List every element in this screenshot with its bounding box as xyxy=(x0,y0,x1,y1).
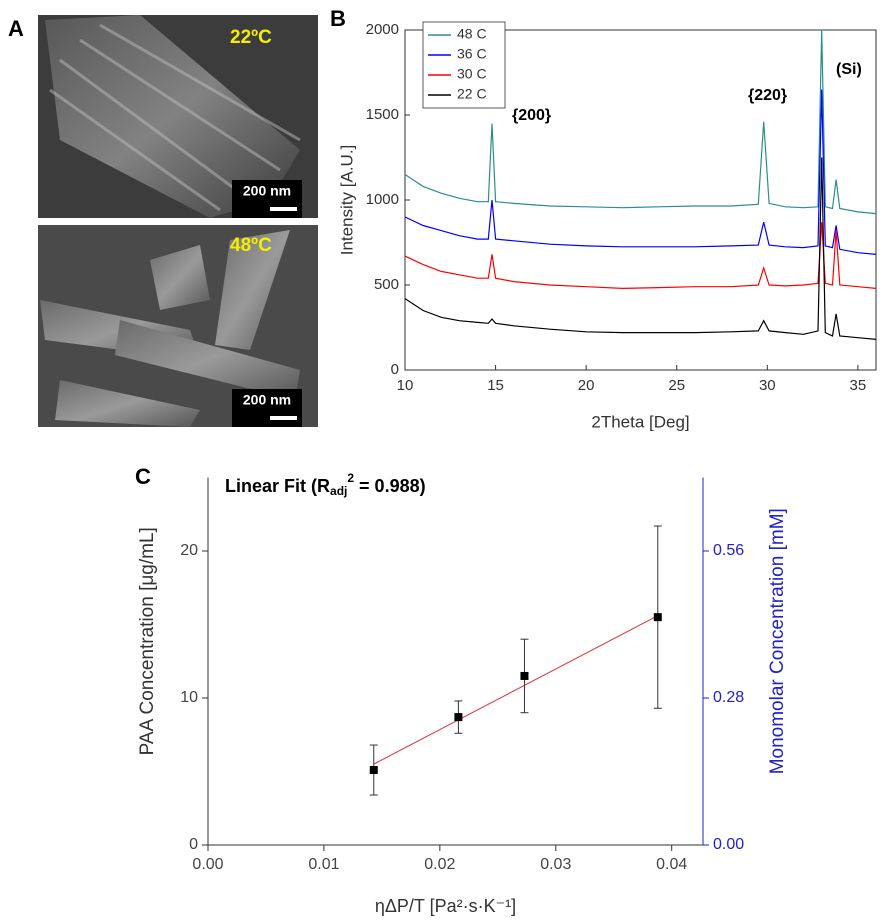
fit-sup: 2 xyxy=(347,471,354,485)
y-axis-label: PAA Concentration [μg/mL] xyxy=(137,527,158,755)
temperature-label: 48ºC xyxy=(230,235,272,256)
x-tick-label: 0.03 xyxy=(540,856,571,873)
y-tick-label: 500 xyxy=(374,276,399,293)
scale-label: 200 nm xyxy=(243,183,291,199)
series-line xyxy=(404,29,877,215)
y-tick-label: 1000 xyxy=(366,191,399,208)
y-axis-label: Intensity [A.U.] xyxy=(337,145,356,256)
peak-annotation: {220} xyxy=(748,87,787,104)
y-tick-label: 10 xyxy=(180,689,198,706)
legend-label: 22 C xyxy=(457,86,487,102)
data-point xyxy=(454,713,463,722)
x-tick-label: 0.01 xyxy=(308,856,339,873)
x-tick-label: 0.00 xyxy=(192,856,223,873)
y-tick-label: 0 xyxy=(189,836,198,853)
sem-image xyxy=(38,225,318,427)
x-tick-label: 0.04 xyxy=(656,856,687,873)
scale-box xyxy=(232,180,302,218)
y-tick-label: 2000 xyxy=(366,21,399,38)
x-tick-label: 35 xyxy=(850,377,867,394)
series-line xyxy=(404,157,877,340)
legend-box xyxy=(422,21,506,109)
data-point xyxy=(653,613,662,622)
series-line xyxy=(404,89,877,255)
scale-label: 200 nm xyxy=(243,392,291,408)
panel-label: B xyxy=(330,6,346,31)
panel-label: C xyxy=(135,464,151,489)
legend-label: 30 C xyxy=(457,66,487,82)
peak-annotation: (Si) xyxy=(836,61,862,78)
y2-tick-label: 0.00 xyxy=(713,836,744,853)
y2-tick-label: 0.28 xyxy=(713,689,744,706)
fit-sub: adj xyxy=(330,484,347,498)
y2-tick-label: 0.56 xyxy=(713,542,744,559)
x-tick-label: 15 xyxy=(487,377,504,394)
y-tick-label: 1500 xyxy=(366,106,399,123)
fit-text: Linear Fit (R xyxy=(225,476,330,496)
series-line xyxy=(404,222,877,290)
scale-box xyxy=(232,389,302,427)
x-tick-label: 0.02 xyxy=(424,856,455,873)
data-point xyxy=(369,766,378,775)
y-tick-label: 20 xyxy=(180,542,198,559)
x-axis-label: ηΔP/T [Pa²·s·K⁻¹] xyxy=(375,896,516,916)
scale-bar xyxy=(270,416,297,420)
fit-label: Linear Fit (Radj2 = 0.988) xyxy=(225,471,426,498)
fit-line xyxy=(373,615,659,765)
x-tick-label: 10 xyxy=(397,377,414,394)
y2-axis-label: Monomolar Concentration [mM] xyxy=(767,508,788,774)
y-tick-label: 0 xyxy=(391,361,399,378)
x-tick-label: 30 xyxy=(759,377,776,394)
x-tick-label: 20 xyxy=(578,377,595,394)
panel-label: A xyxy=(8,16,24,41)
x-tick-label: 25 xyxy=(668,377,685,394)
x-axis-label: 2Theta [Deg] xyxy=(591,412,689,431)
peak-annotation: {200} xyxy=(512,107,551,124)
legend-label: 36 C xyxy=(457,46,487,62)
legend-label: 48 C xyxy=(457,26,487,42)
temperature-label: 22ºC xyxy=(230,27,272,48)
data-point xyxy=(520,671,529,680)
scale-bar xyxy=(270,207,297,211)
sem-image xyxy=(38,15,318,218)
fit-text: = 0.988) xyxy=(354,476,426,496)
